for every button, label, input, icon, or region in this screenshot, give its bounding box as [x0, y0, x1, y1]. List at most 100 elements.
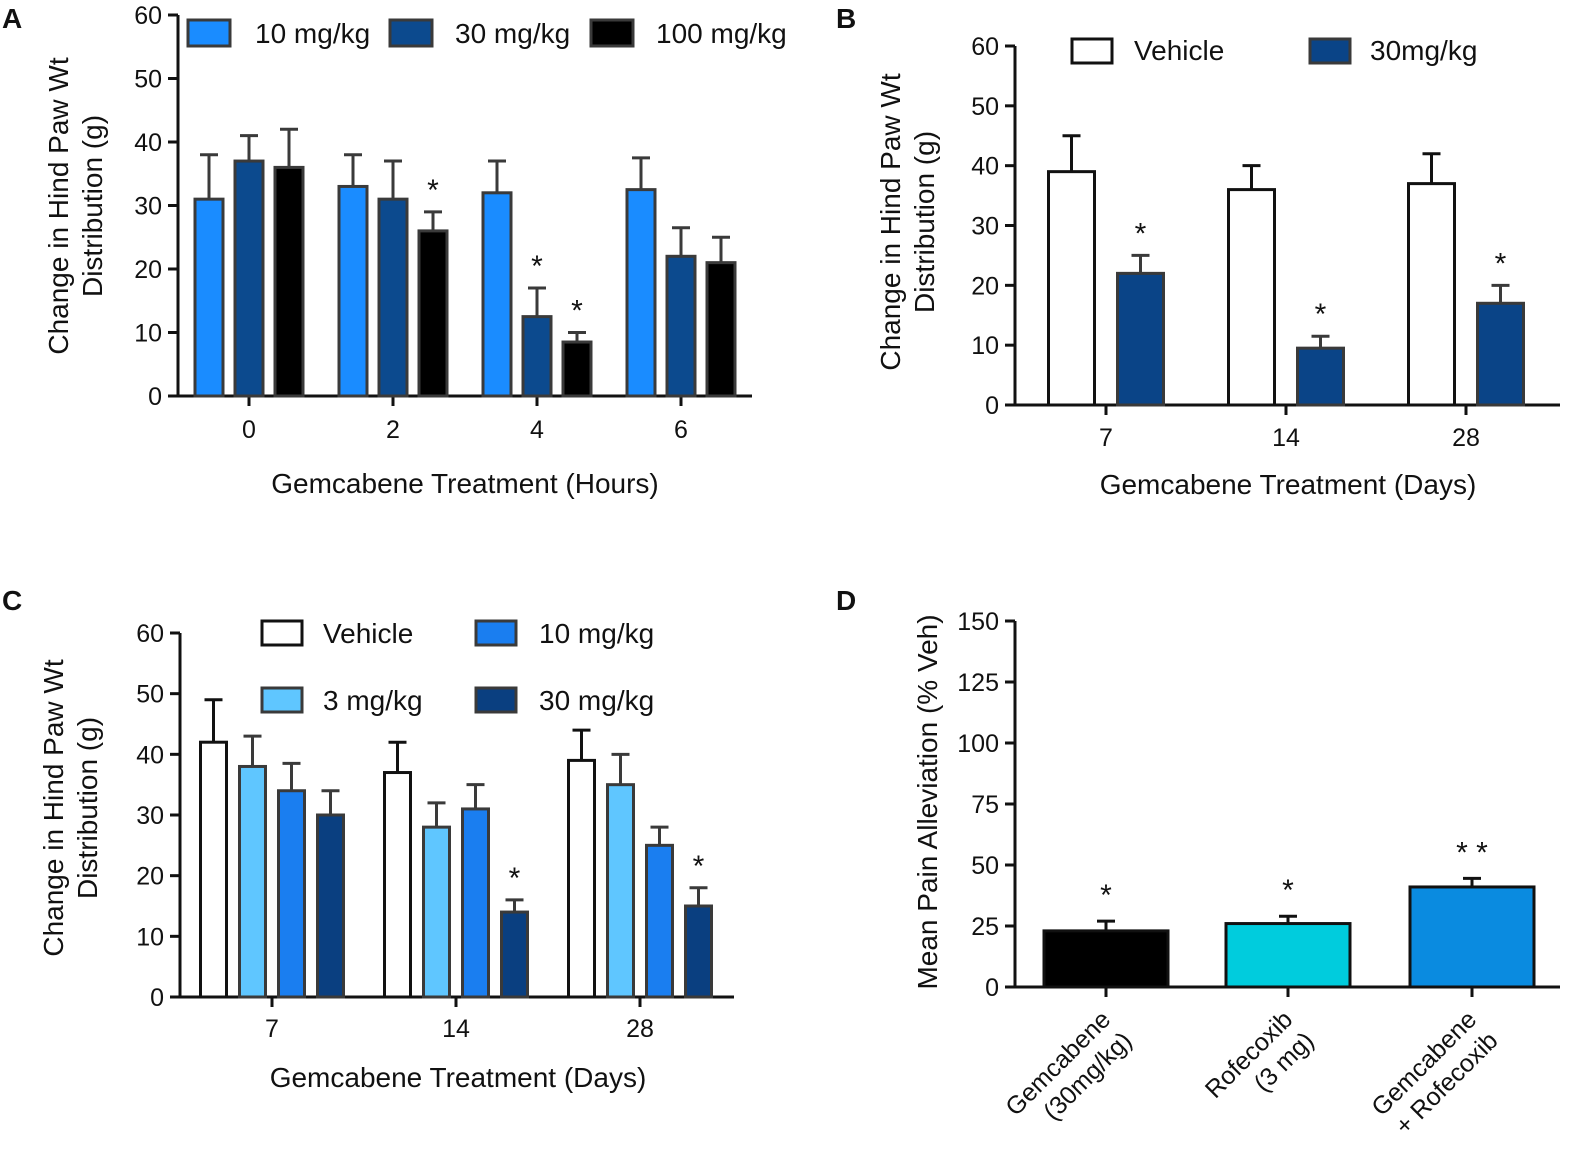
x-tick-label-B: 7	[1099, 424, 1113, 452]
significance-star-D: * *	[1456, 836, 1488, 869]
bar-B-30mg/kg	[1116, 271, 1165, 407]
bar-A-30-mg/kg	[377, 197, 409, 398]
panel-letter-A: A	[2, 3, 22, 34]
bar-A-30-mg/kg	[233, 159, 265, 398]
significance-star-A: *	[427, 174, 439, 207]
y-tick-label-C: 60	[136, 620, 164, 648]
panel-letter-C: C	[2, 585, 22, 616]
bar-A-30-mg/kg	[665, 254, 697, 398]
y-tick-label-D: 150	[957, 608, 999, 636]
y-tick-label-A: 30	[134, 193, 162, 221]
bar-D-0	[1042, 929, 1170, 989]
x-tick-label-D: Gemcabene(30mg/kg)	[1000, 1005, 1137, 1142]
significance-star-B: *	[1135, 217, 1147, 250]
legend-label-A: 100 mg/kg	[656, 18, 787, 49]
legend-swatch-B	[1070, 37, 1114, 65]
legend-label-C: 10 mg/kg	[539, 618, 654, 649]
y-axis-title-line: Change in Hind Paw Wt	[875, 73, 906, 370]
y-tick-label-B: 10	[971, 332, 999, 360]
y-axis-title-line: Distribution (g)	[72, 717, 103, 899]
panel-c-chart: 0 10 20 30 40 50 60 Change in Hind Paw Wt Distri…	[2, 585, 734, 1093]
x-tick-label-D: Rofecoxib(3 mg)	[1200, 1005, 1320, 1125]
y-axis-title-line: Distribution (g)	[77, 115, 108, 297]
bar-B-Vehicle	[1047, 170, 1096, 407]
bar-B-30mg/kg	[1296, 346, 1345, 407]
x-tick-label-B: 28	[1452, 424, 1480, 452]
legend-swatch-C	[474, 619, 518, 647]
bar-C-3-mg/kg	[238, 764, 267, 999]
bar-C-3-mg/kg	[422, 825, 451, 999]
panel-letter-D: D	[836, 585, 856, 616]
y-tick-label-B: 40	[971, 153, 999, 181]
x-axis-title-A: Gemcabene Treatment (Hours)	[271, 468, 659, 499]
y-axis-title-line: Change in Hind Paw Wt	[38, 659, 69, 956]
bar-C-30-mg/kg	[684, 904, 713, 999]
y-tick-label-B: 50	[971, 93, 999, 121]
y-tick-label-A: 20	[134, 256, 162, 284]
significance-star-A: *	[571, 295, 583, 328]
bar-B-30mg/kg	[1476, 301, 1525, 407]
bar-D-2	[1408, 885, 1536, 989]
y-tick-label-D: 125	[957, 669, 999, 697]
bar-A-30-mg/kg	[521, 315, 553, 398]
panel-letter-B: B	[836, 3, 856, 34]
significance-star-C: *	[509, 862, 521, 895]
significance-star-C: *	[693, 850, 705, 883]
legend-swatch-A	[186, 18, 232, 48]
legend-label-C: 3 mg/kg	[323, 685, 423, 716]
y-tick-label-D: 25	[971, 913, 999, 941]
y-tick-label-D: 50	[971, 852, 999, 880]
y-axis-title-line: Distribution (g)	[909, 131, 940, 313]
bar-B-Vehicle	[1227, 188, 1276, 407]
panel-b-chart: 0 10 20 30 40 50 60 Change in Hind Paw Wt Distri…	[836, 3, 1560, 500]
bar-A-100-mg/kg	[417, 229, 449, 398]
y-tick-label-A: 0	[148, 383, 162, 411]
y-tick-label-D: 100	[957, 730, 999, 758]
y-axis-title-line: Change in Hind Paw Wt	[43, 57, 74, 354]
y-axis-title-A: Change in Hind Paw Wt Distribution (g)	[43, 57, 108, 354]
y-tick-label-B: 0	[985, 392, 999, 420]
significance-star-D: *	[1282, 874, 1294, 907]
panel-d-chart: 0 25 50 75 100 125 150 Mean Pain Alleviation (%…	[836, 585, 1560, 1142]
y-tick-label-B: 30	[971, 213, 999, 241]
x-axis-title-B: Gemcabene Treatment (Days)	[1100, 469, 1477, 500]
y-tick-label-D: 75	[971, 791, 999, 819]
bar-D-1	[1224, 922, 1352, 989]
bar-A-100-mg/kg	[561, 340, 593, 398]
legend-swatch-A	[388, 18, 434, 48]
bar-C-3-mg/kg	[606, 783, 635, 999]
bar-A-10-mg/kg	[625, 188, 657, 398]
y-tick-label-C: 30	[136, 802, 164, 830]
y-axis-title-B: Change in Hind Paw Wt Distribution (g)	[875, 73, 940, 370]
x-tick-label-A: 4	[530, 416, 544, 444]
x-tick-label-C: 28	[626, 1015, 654, 1043]
y-tick-label-A: 50	[134, 66, 162, 94]
bar-A-100-mg/kg	[273, 165, 305, 398]
x-tick-label-A: 0	[242, 416, 256, 444]
y-axis-title-D: Mean Pain Alleviation (% Veh)	[912, 614, 943, 989]
y-tick-label-D: 0	[985, 974, 999, 1002]
bar-A-100-mg/kg	[705, 261, 737, 398]
bar-B-Vehicle	[1407, 182, 1456, 407]
x-tick-label-B: 14	[1272, 424, 1300, 452]
legend-label-C: 30 mg/kg	[539, 685, 654, 716]
x-tick-label-D: Gemcabene+ Rofecoxib	[1366, 1005, 1503, 1142]
y-tick-label-C: 40	[136, 741, 164, 769]
bar-C-10-mg/kg	[277, 789, 306, 999]
legend-swatch-C	[260, 619, 304, 647]
legend-swatch-C	[474, 686, 518, 714]
bar-C-10-mg/kg	[645, 843, 674, 999]
x-tick-label-A: 2	[386, 416, 400, 444]
bar-C-30-mg/kg	[316, 813, 345, 999]
bar-C-Vehicle	[383, 771, 412, 999]
y-tick-label-C: 20	[136, 863, 164, 891]
significance-star-A: *	[531, 250, 543, 283]
legend-label-A: 30 mg/kg	[455, 18, 570, 49]
legend-swatch-B	[1308, 37, 1352, 65]
x-tick-label-C: 7	[265, 1015, 279, 1043]
x-tick-label-C: 14	[442, 1015, 470, 1043]
bar-A-10-mg/kg	[193, 197, 225, 398]
bar-C-Vehicle	[199, 740, 228, 999]
legend-label-C: Vehicle	[323, 618, 413, 649]
